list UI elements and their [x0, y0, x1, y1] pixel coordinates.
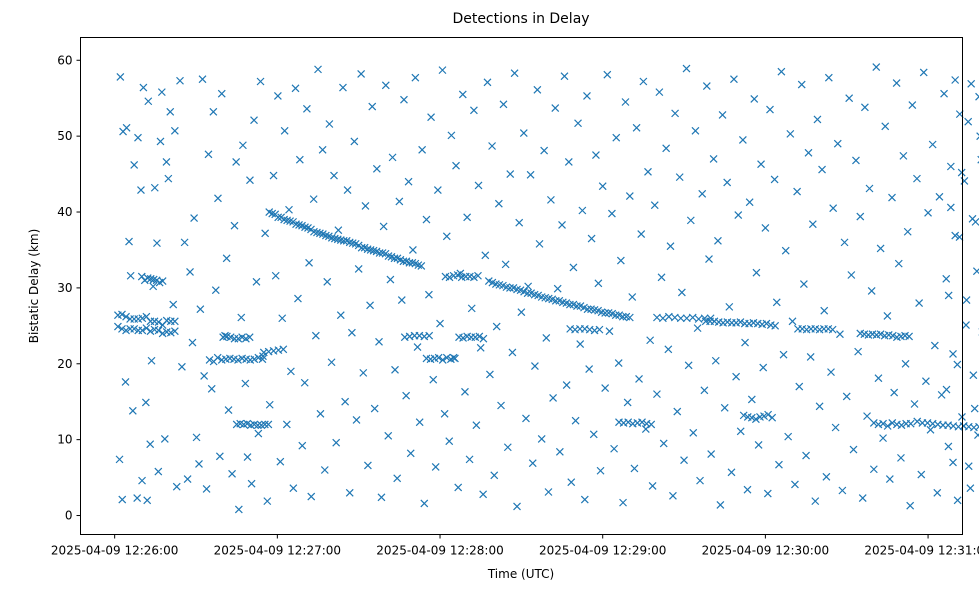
- x-tick-label: 2025-04-09 12:27:00: [214, 544, 341, 558]
- y-tick-label: 0: [65, 509, 73, 523]
- y-tick-label: 50: [57, 129, 72, 143]
- y-tick-label: 40: [57, 205, 72, 219]
- y-tick-label: 60: [57, 53, 72, 67]
- x-tick-label: 2025-04-09 12:29:00: [539, 544, 666, 558]
- y-tick-label: 10: [57, 433, 72, 447]
- chart-title: Detections in Delay: [452, 11, 589, 27]
- x-axis-label: Time (UTC): [487, 567, 554, 581]
- y-tick-label: 20: [57, 357, 72, 371]
- y-axis-label: Bistatic Delay (km): [27, 229, 41, 344]
- x-tick-label: 2025-04-09 12:30:00: [702, 544, 829, 558]
- x-tick-label: 2025-04-09 12:26:00: [51, 544, 178, 558]
- x-tick-label: 2025-04-09 12:28:00: [376, 544, 503, 558]
- y-tick-label: 30: [57, 281, 72, 295]
- x-tick-label: 2025-04-09 12:31:00: [864, 544, 979, 558]
